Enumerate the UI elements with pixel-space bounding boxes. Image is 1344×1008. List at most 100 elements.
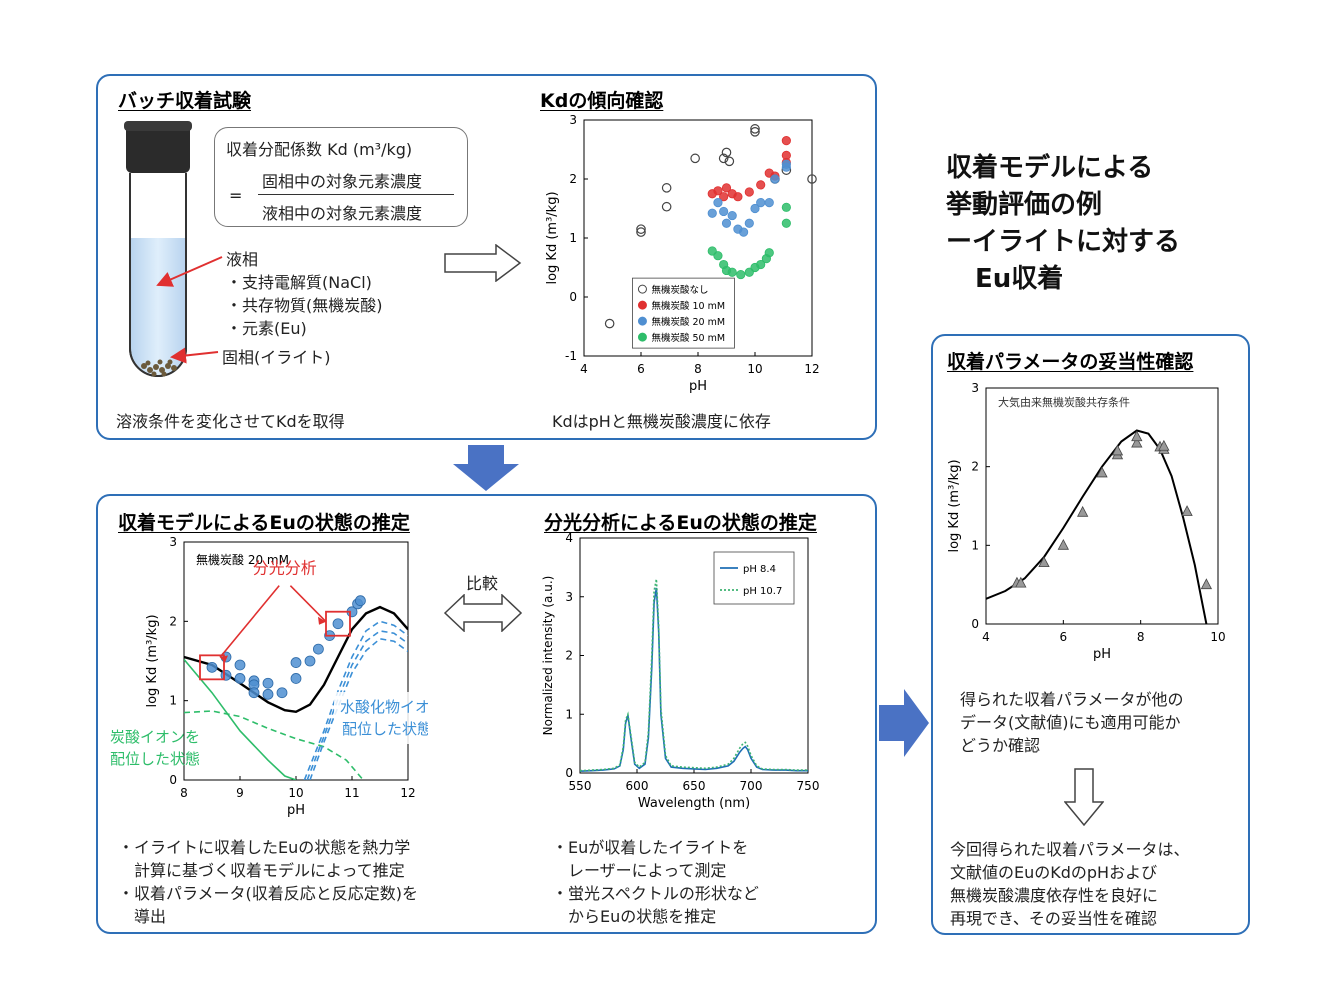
- liquid-item: ・元素(Eu): [226, 319, 307, 338]
- annotation-arrow: [219, 585, 280, 658]
- spectroscopy-annotation: 分光分析: [253, 559, 317, 578]
- kd-formula-label: 収着分配係数 Kd (m³/kg): [226, 140, 413, 159]
- highlight-box: [325, 610, 351, 637]
- hydroxide-state-label: 水酸化物イオンを: [340, 698, 428, 716]
- data-point: [290, 657, 302, 668]
- validation-title: 収着パラメータの妥当性確認: [947, 351, 1194, 373]
- validation-text: 文献値のEuのKdのpHおよび: [950, 863, 1158, 882]
- blue-down-arrow: [453, 445, 519, 491]
- data-point: [1077, 505, 1089, 517]
- compare-double-arrow: [444, 594, 522, 632]
- data-point: [727, 267, 737, 277]
- data-point: [1015, 576, 1027, 588]
- condition-label: 大気由来無機炭酸共存条件: [998, 395, 1130, 409]
- y-tick-label: -1: [565, 349, 577, 363]
- x-tick-label: 550: [569, 779, 592, 793]
- data-point: [756, 180, 766, 190]
- data-point: [1096, 466, 1108, 478]
- data-point: [764, 248, 774, 258]
- data-point: [781, 202, 791, 212]
- label-backdrop: [334, 692, 428, 744]
- x-tick-label: 6: [1060, 630, 1068, 644]
- data-point: [781, 136, 791, 146]
- data-point: [332, 618, 344, 630]
- x-tick-label: 8: [180, 786, 188, 800]
- highlight-box: [199, 654, 225, 681]
- data-point: [807, 174, 817, 184]
- data-point: [304, 655, 316, 667]
- x-tick-label: 11: [344, 786, 359, 800]
- x-tick-label: 700: [740, 779, 763, 793]
- spectrum-line: [579, 587, 808, 772]
- x-axis-label: pH: [287, 803, 305, 818]
- data-point: [661, 201, 672, 212]
- data-point: [312, 643, 324, 655]
- y-tick-label: 1: [169, 694, 177, 708]
- validation-text: 今回得られた収着パラメータは、: [950, 840, 1190, 859]
- model-title: 収着モデルによるEuの状態の推定: [118, 512, 410, 534]
- liquid-item: ・支持電解質(NaCl): [226, 273, 372, 292]
- model-curve-carbonate-solid: [184, 658, 297, 780]
- data-point: [721, 147, 732, 158]
- data-point: [636, 224, 646, 234]
- y-tick-label: 0: [971, 617, 979, 631]
- data-point: [744, 218, 754, 228]
- x-tick-label: 6: [637, 362, 645, 376]
- annotation-arrowhead: [220, 655, 228, 663]
- batch-title: バッチ収着試験: [118, 90, 252, 112]
- data-point: [750, 126, 760, 137]
- data-point: [276, 687, 288, 699]
- model-note: 導出: [118, 907, 167, 926]
- y-tick-label: 0: [169, 773, 177, 787]
- solid-phase-label: 固相(イライト): [222, 348, 331, 367]
- data-point: [724, 156, 735, 167]
- liquid-phase-label: 液相: [226, 250, 259, 269]
- model-note: ・イライトに収着したEuの状態を熱力学: [118, 838, 411, 857]
- data-point: [1131, 430, 1143, 442]
- validation-panel: [931, 334, 1250, 935]
- spectro-note: ・蛍光スペクトルの形状など: [552, 884, 759, 903]
- data-point: [1181, 505, 1193, 516]
- y-tick-label: 4: [565, 531, 573, 545]
- data-point: [719, 192, 729, 202]
- kd-denominator: 液相中の対象元素濃度: [262, 204, 423, 223]
- x-tick-label: 10: [747, 362, 762, 376]
- data-point: [262, 688, 274, 700]
- x-axis-label: pH: [689, 379, 707, 394]
- model-curve: [986, 429, 1208, 624]
- condition-label: 無機炭酸 20 mM: [196, 552, 289, 567]
- data-point: [713, 186, 723, 196]
- data-point: [719, 206, 729, 217]
- y-tick-label: 0: [569, 290, 577, 304]
- data-point: [750, 124, 760, 134]
- data-point: [713, 198, 723, 208]
- data-point: [781, 218, 791, 228]
- data-point: [262, 677, 274, 689]
- validation-text: どうか確認: [960, 736, 1041, 755]
- spectro-title: 分光分析によるEuの状態の推定: [544, 512, 817, 534]
- spectro-note: ・Euが収着したイライトを: [552, 838, 749, 857]
- legend-marker: [637, 316, 647, 326]
- data-point: [756, 198, 766, 208]
- x-tick-label: 650: [683, 779, 706, 793]
- legend-label: pH 10.7: [743, 586, 782, 597]
- y-axis-label: log Kd (m³/kg): [145, 614, 160, 707]
- legend-box: [713, 551, 795, 605]
- y-tick-label: 3: [169, 535, 177, 549]
- data-point: [739, 227, 749, 237]
- data-point: [690, 153, 700, 164]
- data-point: [1038, 556, 1050, 568]
- x-tick-label: 10: [1210, 630, 1225, 644]
- kd-formula-box: [214, 127, 468, 227]
- legend-label: pH 8.4: [743, 564, 776, 575]
- carbonate-state-label: 配位した状態: [110, 750, 200, 768]
- data-point: [713, 251, 723, 261]
- x-tick-label: 12: [804, 362, 819, 376]
- kd-equals: =: [229, 186, 243, 205]
- legend-label: 無機炭酸 10 mM: [651, 300, 725, 312]
- spectrum-chart: 550 600 650 700 750 0 1 2 3 4 Wavelength (nm) Norma…: [541, 531, 819, 811]
- blue-right-arrow: [879, 689, 929, 757]
- validation-chart: 4 6 8 10 0 1 2 3 pH log Kd (m³/kg) 大気由来無機炭酸共存条件: [947, 381, 1226, 662]
- data-point: [736, 269, 746, 280]
- x-tick-label: 12: [400, 786, 415, 800]
